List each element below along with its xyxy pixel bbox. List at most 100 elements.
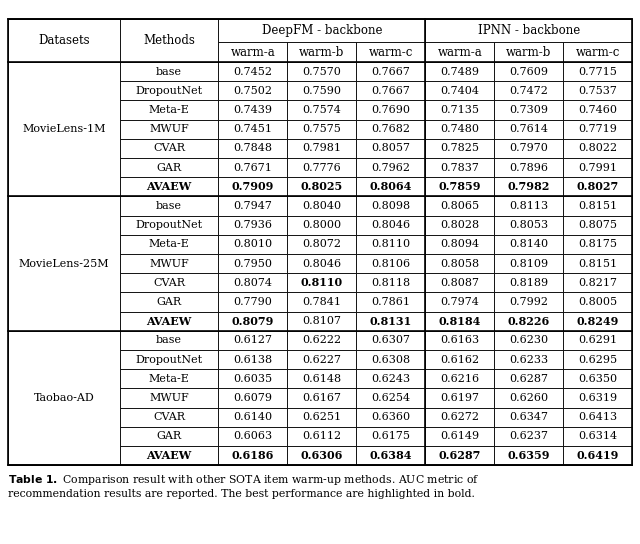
- Bar: [563, 331, 632, 350]
- Text: 0.8140: 0.8140: [509, 239, 548, 249]
- Text: 0.6314: 0.6314: [579, 431, 618, 441]
- Bar: [356, 120, 426, 139]
- Bar: [426, 139, 494, 158]
- Text: 0.6149: 0.6149: [440, 431, 479, 441]
- Text: 0.8131: 0.8131: [370, 316, 412, 327]
- Text: Methods: Methods: [143, 34, 195, 47]
- Bar: [426, 19, 632, 42]
- Bar: [356, 331, 426, 350]
- Text: 0.7896: 0.7896: [509, 163, 548, 172]
- Text: 0.7671: 0.7671: [234, 163, 272, 172]
- Bar: [218, 273, 287, 292]
- Bar: [356, 388, 426, 407]
- Text: 0.7614: 0.7614: [509, 124, 548, 134]
- Bar: [287, 350, 356, 369]
- Bar: [120, 312, 218, 331]
- Bar: [563, 292, 632, 312]
- Bar: [356, 254, 426, 273]
- Bar: [287, 369, 356, 388]
- Bar: [426, 42, 494, 62]
- Bar: [287, 42, 356, 62]
- Text: MWUF: MWUF: [149, 393, 189, 403]
- Bar: [120, 254, 218, 273]
- Text: 0.7715: 0.7715: [579, 67, 617, 77]
- Text: 0.6319: 0.6319: [579, 393, 618, 403]
- Text: 0.6287: 0.6287: [438, 450, 481, 461]
- Text: 0.6360: 0.6360: [371, 412, 410, 422]
- Text: 0.7776: 0.7776: [303, 163, 341, 172]
- Text: MovieLens-25M: MovieLens-25M: [19, 258, 109, 269]
- Text: CVAR: CVAR: [153, 144, 185, 153]
- Bar: [426, 120, 494, 139]
- Bar: [563, 446, 632, 465]
- Bar: [287, 446, 356, 465]
- Bar: [494, 350, 563, 369]
- Text: 0.7570: 0.7570: [302, 67, 341, 77]
- Bar: [494, 196, 563, 215]
- Text: 0.8010: 0.8010: [233, 239, 273, 249]
- Text: DropoutNet: DropoutNet: [136, 355, 203, 364]
- Text: 0.6254: 0.6254: [371, 393, 410, 403]
- Text: 0.8040: 0.8040: [302, 201, 341, 211]
- Bar: [426, 196, 494, 215]
- Text: 0.8057: 0.8057: [371, 144, 410, 153]
- Text: 0.7936: 0.7936: [233, 220, 272, 230]
- Bar: [426, 369, 494, 388]
- Bar: [356, 139, 426, 158]
- Bar: [287, 215, 356, 235]
- Text: 0.8184: 0.8184: [438, 316, 481, 327]
- Text: 0.7404: 0.7404: [440, 86, 479, 96]
- Text: 0.8113: 0.8113: [509, 201, 548, 211]
- Text: 0.8072: 0.8072: [302, 239, 341, 249]
- Text: 0.8064: 0.8064: [370, 181, 412, 193]
- Bar: [287, 331, 356, 350]
- Bar: [287, 158, 356, 177]
- Bar: [494, 254, 563, 273]
- Bar: [494, 120, 563, 139]
- Bar: [494, 62, 563, 81]
- Bar: [120, 388, 218, 407]
- Text: 0.6295: 0.6295: [579, 355, 618, 364]
- Bar: [218, 139, 287, 158]
- Bar: [287, 388, 356, 407]
- Text: 0.7452: 0.7452: [233, 67, 272, 77]
- Text: 0.8189: 0.8189: [509, 278, 548, 288]
- Text: 0.6359: 0.6359: [508, 450, 550, 461]
- Text: 0.7841: 0.7841: [302, 297, 341, 307]
- Bar: [120, 331, 218, 350]
- Text: 0.6127: 0.6127: [233, 335, 272, 345]
- Bar: [426, 388, 494, 407]
- Bar: [287, 407, 356, 426]
- Text: 0.6413: 0.6413: [579, 412, 618, 422]
- Text: 0.8175: 0.8175: [579, 239, 618, 249]
- Text: 0.6272: 0.6272: [440, 412, 479, 422]
- Text: 0.8118: 0.8118: [371, 278, 410, 288]
- Text: $\mathbf{Table\ 1.}$ Comparison result with other SOTA item warm-up methods. AUC: $\mathbf{Table\ 1.}$ Comparison result w…: [8, 473, 479, 499]
- Bar: [120, 426, 218, 446]
- Bar: [494, 292, 563, 312]
- Text: warm-a: warm-a: [437, 46, 482, 59]
- Text: 0.6260: 0.6260: [509, 393, 548, 403]
- Text: 0.6197: 0.6197: [440, 393, 479, 403]
- Text: 0.8106: 0.8106: [371, 258, 410, 269]
- Bar: [218, 254, 287, 273]
- Text: 0.7609: 0.7609: [509, 67, 548, 77]
- Bar: [356, 235, 426, 254]
- Bar: [494, 446, 563, 465]
- Bar: [8, 19, 632, 465]
- Bar: [494, 312, 563, 331]
- Text: warm-c: warm-c: [369, 46, 413, 59]
- Bar: [120, 369, 218, 388]
- Bar: [563, 177, 632, 196]
- Bar: [120, 101, 218, 120]
- Text: 0.6148: 0.6148: [302, 374, 341, 384]
- Bar: [218, 158, 287, 177]
- Text: 0.7309: 0.7309: [509, 105, 548, 115]
- Bar: [120, 235, 218, 254]
- Text: 0.8028: 0.8028: [440, 220, 479, 230]
- Text: 0.6251: 0.6251: [302, 412, 341, 422]
- Text: 0.6287: 0.6287: [509, 374, 548, 384]
- Bar: [8, 331, 120, 465]
- Bar: [563, 42, 632, 62]
- Bar: [120, 81, 218, 101]
